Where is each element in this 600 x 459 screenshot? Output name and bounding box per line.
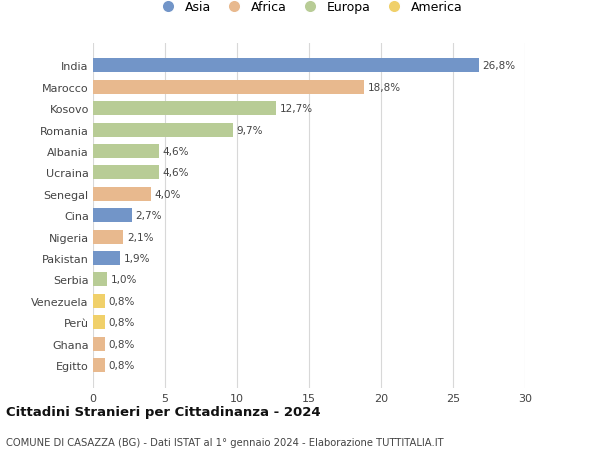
Bar: [93, 294, 104, 308]
Text: 4,0%: 4,0%: [154, 190, 181, 199]
Bar: [93, 145, 159, 159]
Bar: [93, 166, 159, 180]
Text: Cittadini Stranieri per Cittadinanza - 2024: Cittadini Stranieri per Cittadinanza - 2…: [6, 405, 320, 419]
Text: 18,8%: 18,8%: [367, 83, 400, 93]
Bar: [93, 252, 121, 265]
Text: 4,6%: 4,6%: [163, 168, 190, 178]
Bar: [93, 123, 233, 137]
Bar: [93, 59, 479, 73]
Text: 2,1%: 2,1%: [127, 232, 154, 242]
Bar: [93, 316, 104, 330]
Text: 12,7%: 12,7%: [280, 104, 313, 114]
Legend: Asia, Africa, Europa, America: Asia, Africa, Europa, America: [150, 0, 468, 19]
Text: 0,8%: 0,8%: [108, 339, 134, 349]
Text: 0,8%: 0,8%: [108, 360, 134, 370]
Text: 2,7%: 2,7%: [136, 211, 162, 221]
Bar: [93, 187, 151, 202]
Bar: [93, 273, 107, 287]
Text: 1,9%: 1,9%: [124, 253, 151, 263]
Text: 4,6%: 4,6%: [163, 147, 190, 157]
Text: 26,8%: 26,8%: [482, 61, 515, 71]
Text: 1,0%: 1,0%: [111, 275, 137, 285]
Bar: [93, 358, 104, 372]
Bar: [93, 337, 104, 351]
Bar: [93, 102, 276, 116]
Bar: [93, 230, 123, 244]
Bar: [93, 81, 364, 95]
Bar: [93, 209, 132, 223]
Text: 0,8%: 0,8%: [108, 318, 134, 328]
Text: 0,8%: 0,8%: [108, 296, 134, 306]
Text: 9,7%: 9,7%: [236, 125, 263, 135]
Text: COMUNE DI CASAZZA (BG) - Dati ISTAT al 1° gennaio 2024 - Elaborazione TUTTITALIA: COMUNE DI CASAZZA (BG) - Dati ISTAT al 1…: [6, 437, 443, 447]
